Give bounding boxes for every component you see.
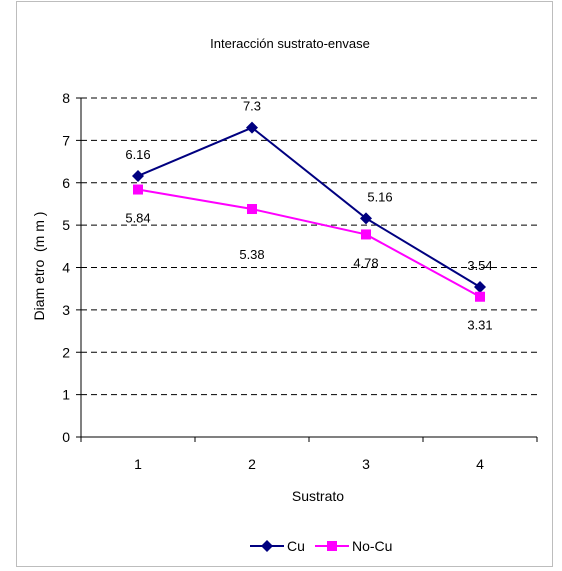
data-point	[247, 204, 257, 215]
x-tick-labels: 1 2 3 4	[134, 456, 484, 472]
data-point	[360, 212, 372, 225]
data-point	[475, 291, 485, 302]
x-axis-title: Sustrato	[292, 488, 344, 504]
series-line-no-cu	[137, 188, 481, 298]
data-point	[246, 121, 258, 134]
data-label: 5.16	[367, 189, 392, 204]
y-axis-title: Diam etro (m m )	[31, 212, 47, 321]
data-point	[361, 229, 371, 240]
data-label: 6.16	[125, 147, 150, 162]
legend-label: Cu	[287, 538, 305, 554]
series-line-cu	[137, 126, 481, 288]
y-tick-label: 2	[62, 344, 70, 360]
chart-title: Interacción sustrato-envase	[210, 36, 370, 51]
y-tick-label: 4	[62, 260, 70, 276]
x-tick-label: 4	[476, 456, 484, 472]
data-label: 3.31	[467, 318, 492, 333]
legend-marker	[327, 541, 337, 551]
y-tick-label: 6	[62, 175, 70, 191]
data-label: 5.38	[239, 247, 264, 262]
y-tick-label: 3	[62, 302, 70, 318]
x-tick-label: 3	[362, 456, 370, 472]
legend-label: No-Cu	[352, 538, 392, 554]
data-label: 4.78	[353, 255, 378, 270]
y-tick-label: 7	[62, 132, 70, 148]
axes	[76, 97, 538, 442]
x-tick-label: 2	[248, 456, 256, 472]
series-lines	[132, 121, 486, 302]
y-tick-labels: 0 1 2 3 4 5 6 7 8	[62, 90, 70, 445]
x-tick-label: 1	[134, 456, 142, 472]
y-tick-label: 8	[62, 90, 70, 106]
data-label: 3.54	[467, 258, 492, 273]
legend-marker	[261, 540, 273, 552]
legend: Cu No-Cu	[250, 538, 392, 554]
y-tick-label: 5	[62, 217, 70, 233]
data-point	[132, 169, 144, 182]
chart-area	[16, 1, 553, 567]
data-labels: 6.16 7.3 5.16 3.54 5.84 5.38 4.78 3.31	[125, 99, 492, 333]
data-point	[133, 184, 143, 195]
data-point	[474, 280, 486, 293]
y-tick-label: 1	[62, 387, 70, 403]
data-label: 7.3	[243, 99, 261, 114]
gridlines	[81, 97, 537, 396]
data-label: 5.84	[125, 211, 150, 226]
y-tick-label: 0	[62, 429, 70, 445]
